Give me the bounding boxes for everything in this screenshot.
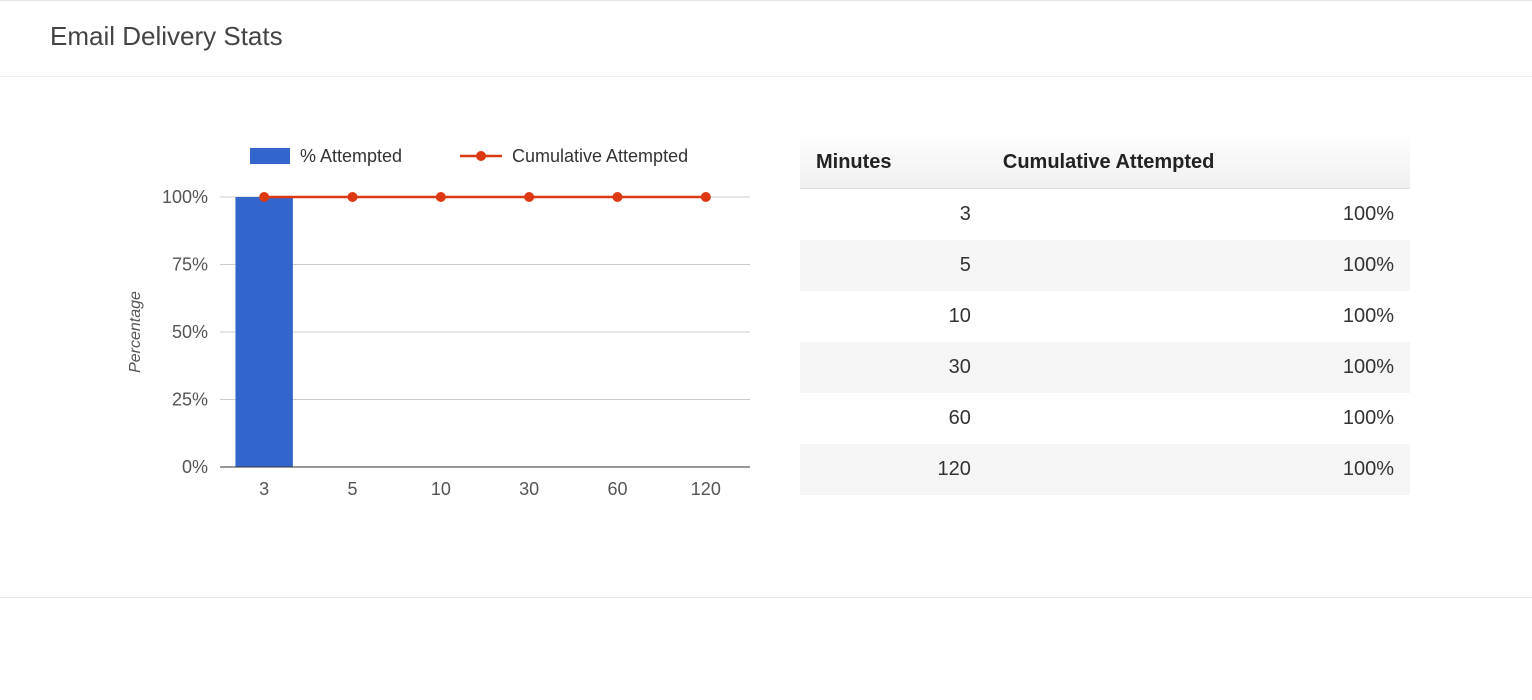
table-cell: 100% xyxy=(987,444,1410,495)
line-marker xyxy=(613,192,623,202)
x-tick-label: 60 xyxy=(607,479,627,499)
y-tick-label: 0% xyxy=(182,457,208,477)
y-tick-label: 25% xyxy=(172,390,208,410)
line-marker xyxy=(701,192,711,202)
panel-body: 0%25%50%75%100%35103060120Percentage% At… xyxy=(0,77,1532,597)
table-cell: 3 xyxy=(800,189,987,241)
line-marker xyxy=(259,192,269,202)
chart-area: 0%25%50%75%100%35103060120Percentage% At… xyxy=(70,137,690,537)
line-marker xyxy=(524,192,534,202)
email-delivery-panel: Email Delivery Stats 0%25%50%75%100%3510… xyxy=(0,0,1532,598)
legend-bar-swatch xyxy=(250,148,290,164)
table-cell: 120 xyxy=(800,444,987,495)
table-body: 3100%5100%10100%30100%60100%120100% xyxy=(800,189,1410,496)
table-cell: 100% xyxy=(987,291,1410,342)
y-tick-label: 100% xyxy=(162,187,208,207)
chart-svg: 0% 25% 50% 75% 100% 3 5 10 30 60 120 Percentage % At… xyxy=(70,137,770,537)
table-cell: 100% xyxy=(987,342,1410,393)
panel-title: Email Delivery Stats xyxy=(50,21,1482,52)
table-cell: 100% xyxy=(987,240,1410,291)
table-cell: 100% xyxy=(987,189,1410,241)
table-cell: 10 xyxy=(800,291,987,342)
y-tick-label: 50% xyxy=(172,322,208,342)
table-row: 5100% xyxy=(800,240,1410,291)
x-tick-label: 5 xyxy=(347,479,357,499)
legend-line-label: Cumulative Attempted xyxy=(512,146,688,166)
legend-bar-label: % Attempted xyxy=(300,146,402,166)
table-cell: 5 xyxy=(800,240,987,291)
y-tick-label: 75% xyxy=(172,255,208,275)
x-tick-label: 10 xyxy=(431,479,451,499)
panel-header: Email Delivery Stats xyxy=(0,1,1532,77)
y-axis-label: Percentage xyxy=(127,291,144,373)
x-tick-label: 3 xyxy=(259,479,269,499)
legend-line-marker xyxy=(476,151,486,161)
table-cell: 100% xyxy=(987,393,1410,444)
table-col-minutes: Minutes xyxy=(800,137,987,189)
line-marker xyxy=(436,192,446,202)
table-row: 60100% xyxy=(800,393,1410,444)
table-row: 3100% xyxy=(800,189,1410,241)
x-tick-label: 30 xyxy=(519,479,539,499)
line-marker xyxy=(348,192,358,202)
table-cell: 60 xyxy=(800,393,987,444)
table-cell: 30 xyxy=(800,342,987,393)
bar xyxy=(235,197,292,467)
table-col-cumulative: Cumulative Attempted xyxy=(987,137,1410,189)
table-row: 30100% xyxy=(800,342,1410,393)
x-tick-label: 120 xyxy=(691,479,721,499)
table-area: Minutes Cumulative Attempted 3100%5100%1… xyxy=(800,137,1410,495)
table-row: 10100% xyxy=(800,291,1410,342)
data-table: Minutes Cumulative Attempted 3100%5100%1… xyxy=(800,137,1410,495)
table-row: 120100% xyxy=(800,444,1410,495)
